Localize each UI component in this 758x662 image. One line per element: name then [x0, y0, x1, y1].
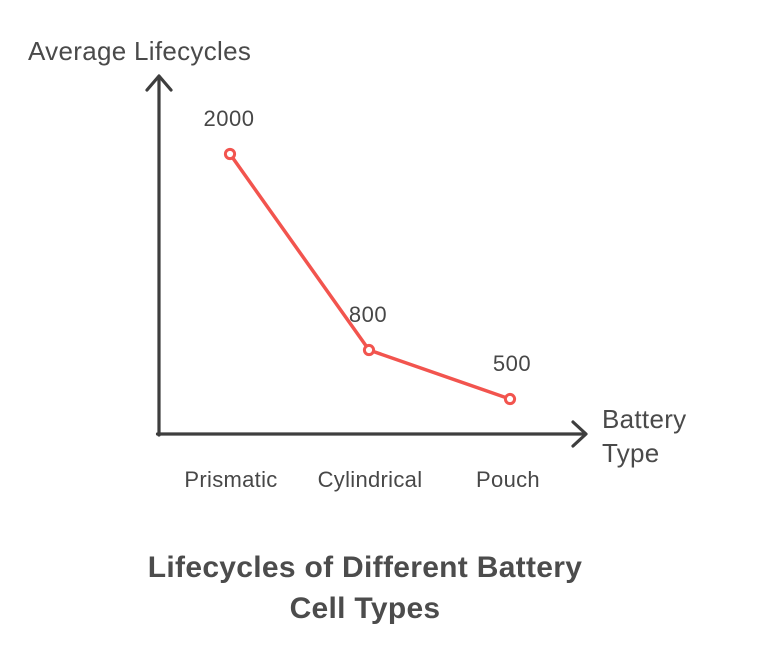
- x-tick-label: Cylindrical: [317, 467, 423, 492]
- x-tick-label: Prismatic: [184, 467, 278, 492]
- x-axis: [155, 420, 588, 448]
- x-tick-label: Pouch: [476, 467, 540, 492]
- data-series: [223, 147, 517, 406]
- data-point-label: 2000: [203, 106, 255, 131]
- chart-title: Lifecycles of Different Battery Cell Typ…: [0, 547, 730, 629]
- x-axis-arrowhead: [571, 420, 588, 448]
- y-axis: [145, 74, 173, 437]
- data-point-marker: [503, 392, 517, 406]
- data-point-label: 800: [348, 302, 388, 328]
- x-axis-title: Battery Type: [602, 404, 687, 468]
- y-axis-title: Average Lifecycles: [28, 36, 252, 66]
- data-point-marker: [362, 343, 376, 357]
- series-line: [228, 152, 512, 401]
- data-point-marker: [223, 147, 237, 161]
- chart-title-line1: Lifecycles of Different Battery: [147, 551, 583, 584]
- y-axis-arrowhead: [145, 74, 173, 92]
- data-point-label: 500: [492, 351, 532, 377]
- chart-title-line2: Cell Types: [289, 592, 441, 625]
